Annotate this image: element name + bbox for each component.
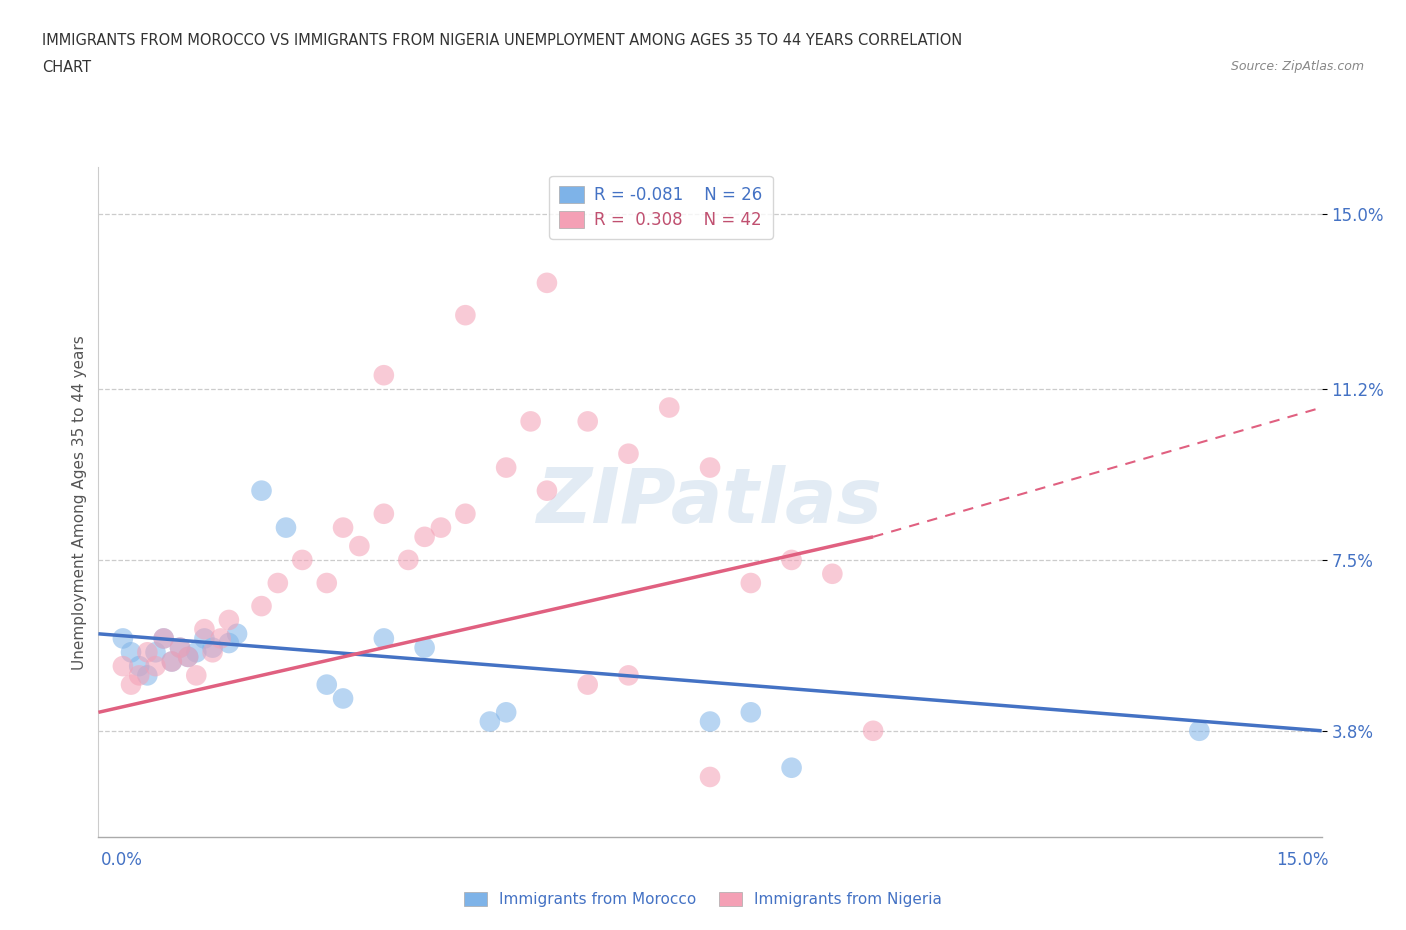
Point — [128, 658, 150, 673]
Point — [193, 631, 215, 645]
Point — [373, 506, 395, 521]
Text: ZIPatlas: ZIPatlas — [537, 465, 883, 539]
Point — [780, 552, 803, 567]
Point — [396, 552, 419, 567]
Point — [821, 566, 844, 581]
Point — [136, 644, 159, 659]
Point — [226, 627, 249, 642]
Point — [169, 640, 191, 655]
Point — [699, 714, 721, 729]
Legend: R = -0.081    N = 26, R =  0.308    N = 42: R = -0.081 N = 26, R = 0.308 N = 42 — [550, 176, 773, 239]
Point — [454, 506, 477, 521]
Point — [169, 640, 191, 655]
Point — [152, 631, 174, 645]
Point — [218, 635, 240, 650]
Point — [349, 538, 371, 553]
Point — [332, 520, 354, 535]
Point — [658, 400, 681, 415]
Point — [145, 658, 167, 673]
Point — [576, 677, 599, 692]
Point — [152, 631, 174, 645]
Point — [177, 649, 200, 664]
Point — [177, 649, 200, 664]
Point — [120, 644, 142, 659]
Point — [201, 644, 224, 659]
Point — [413, 640, 436, 655]
Point — [617, 668, 640, 683]
Text: IMMIGRANTS FROM MOROCCO VS IMMIGRANTS FROM NIGERIA UNEMPLOYMENT AMONG AGES 35 TO: IMMIGRANTS FROM MOROCCO VS IMMIGRANTS FR… — [42, 33, 963, 47]
Point — [862, 724, 884, 738]
Point — [1188, 724, 1211, 738]
Point — [519, 414, 541, 429]
Point — [315, 576, 337, 591]
Point — [536, 275, 558, 290]
Legend: Immigrants from Morocco, Immigrants from Nigeria: Immigrants from Morocco, Immigrants from… — [458, 885, 948, 913]
Point — [740, 576, 762, 591]
Point — [267, 576, 290, 591]
Point — [111, 658, 134, 673]
Point — [332, 691, 354, 706]
Text: CHART: CHART — [42, 60, 91, 75]
Text: 0.0%: 0.0% — [101, 851, 143, 870]
Point — [209, 631, 232, 645]
Point — [145, 644, 167, 659]
Point — [160, 654, 183, 669]
Point — [186, 644, 208, 659]
Point — [536, 484, 558, 498]
Point — [186, 668, 208, 683]
Point — [454, 308, 477, 323]
Point — [617, 446, 640, 461]
Point — [699, 460, 721, 475]
Text: 15.0%: 15.0% — [1277, 851, 1329, 870]
Point — [373, 367, 395, 382]
Point — [315, 677, 337, 692]
Point — [373, 631, 395, 645]
Text: Source: ZipAtlas.com: Source: ZipAtlas.com — [1230, 60, 1364, 73]
Point — [495, 705, 517, 720]
Point — [274, 520, 297, 535]
Point — [136, 668, 159, 683]
Y-axis label: Unemployment Among Ages 35 to 44 years: Unemployment Among Ages 35 to 44 years — [72, 335, 87, 670]
Point — [201, 640, 224, 655]
Point — [250, 599, 273, 614]
Point — [413, 529, 436, 544]
Point — [291, 552, 314, 567]
Point — [740, 705, 762, 720]
Point — [430, 520, 453, 535]
Point — [120, 677, 142, 692]
Point — [250, 484, 273, 498]
Point — [160, 654, 183, 669]
Point — [193, 622, 215, 637]
Point — [699, 769, 721, 784]
Point — [111, 631, 134, 645]
Point — [478, 714, 501, 729]
Point — [576, 414, 599, 429]
Point — [495, 460, 517, 475]
Point — [218, 613, 240, 628]
Point — [128, 668, 150, 683]
Point — [780, 761, 803, 776]
